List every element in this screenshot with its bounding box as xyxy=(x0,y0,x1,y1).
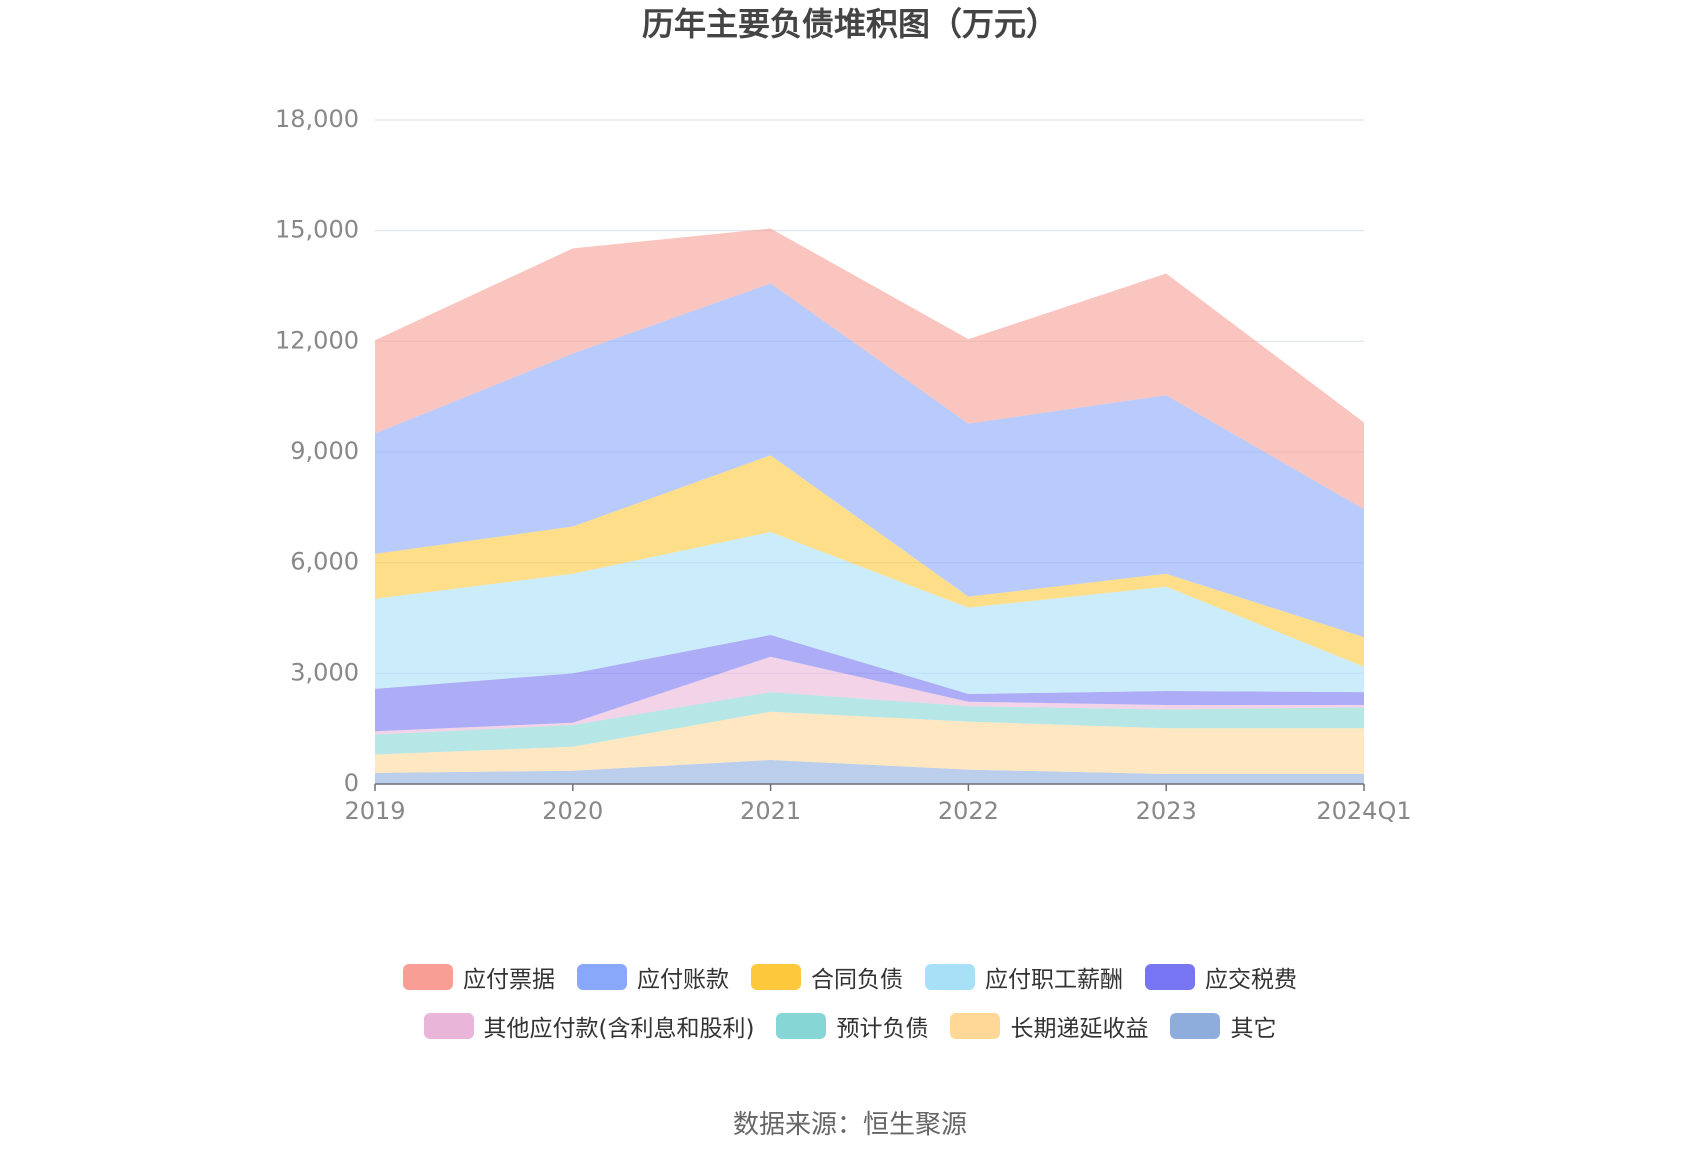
area xyxy=(375,532,1364,694)
x-tick-label: 2023 xyxy=(1136,797,1197,825)
area xyxy=(375,228,1364,510)
legend-item[interactable]: 应付账款 xyxy=(577,960,729,994)
legend-label: 合同负债 xyxy=(811,967,903,993)
legend-label: 应付账款 xyxy=(637,967,729,993)
legend-label: 应付票据 xyxy=(463,967,555,993)
legend-label: 其它 xyxy=(1230,1016,1277,1042)
legend-label: 应付职工薪酬 xyxy=(985,967,1123,993)
y-tick-label: 3,000 xyxy=(290,658,359,686)
legend-item[interactable]: 应付票据 xyxy=(403,960,555,994)
x-tick-label: 2021 xyxy=(740,797,801,825)
x-tick-label: 2020 xyxy=(542,797,603,825)
y-tick-label: 15,000 xyxy=(275,216,359,244)
y-tick-label: 9,000 xyxy=(290,437,359,465)
area xyxy=(375,455,1364,667)
legend: 应付票据 应付账款 合同负债 应付职工薪酬 应交税费 xyxy=(0,960,1700,994)
area xyxy=(375,711,1364,775)
legend-item[interactable]: 其他应付款(含利息和股利) xyxy=(423,1009,755,1043)
legend-swatch xyxy=(423,1013,474,1039)
legend-label: 预计负债 xyxy=(836,1016,929,1042)
x-tick-label: 2024Q1 xyxy=(1316,797,1411,825)
x-tick-label: 2022 xyxy=(938,797,999,825)
area xyxy=(375,283,1364,638)
legend-swatch xyxy=(925,964,975,990)
legend-swatch xyxy=(1145,964,1195,990)
area xyxy=(375,692,1364,755)
legend-item[interactable]: 其它 xyxy=(1170,1009,1276,1043)
legend-label: 长期递延收益 xyxy=(1010,1016,1149,1042)
y-tick-label: 6,000 xyxy=(290,548,359,576)
legend-swatch xyxy=(751,964,801,990)
legend-label: 应交税费 xyxy=(1205,967,1297,993)
source: 数据来源：恒生聚源 xyxy=(732,1110,967,1140)
y-tick-label: 0 xyxy=(344,769,359,797)
legend-item[interactable]: 应交税费 xyxy=(1145,960,1297,994)
y-tick-label: 18,000 xyxy=(275,105,359,133)
chart-title: 历年主要负债堆积图（万元） xyxy=(642,5,1058,43)
area xyxy=(375,634,1364,732)
area xyxy=(375,656,1364,735)
legend-item[interactable]: 预计负债 xyxy=(776,1009,928,1043)
y-tick-label: 12,000 xyxy=(275,326,359,354)
legend-label: 其他应付款(含利息和股利) xyxy=(483,1016,755,1042)
area xyxy=(375,760,1364,784)
legend-swatch xyxy=(950,1013,1001,1039)
legend-item[interactable]: 合同负债 xyxy=(751,960,903,994)
legend-item[interactable]: 长期递延收益 xyxy=(950,1009,1148,1043)
legend-swatch xyxy=(1170,1013,1221,1039)
legend-swatch xyxy=(403,964,453,990)
legend: 其他应付款(含利息和股利) 预计负债 长期递延收益 其它 xyxy=(0,1009,1700,1043)
legend-item[interactable]: 应付职工薪酬 xyxy=(925,960,1123,994)
x-tick-label: 2019 xyxy=(344,797,405,825)
legend-swatch xyxy=(577,964,627,990)
legend-swatch xyxy=(776,1013,827,1039)
